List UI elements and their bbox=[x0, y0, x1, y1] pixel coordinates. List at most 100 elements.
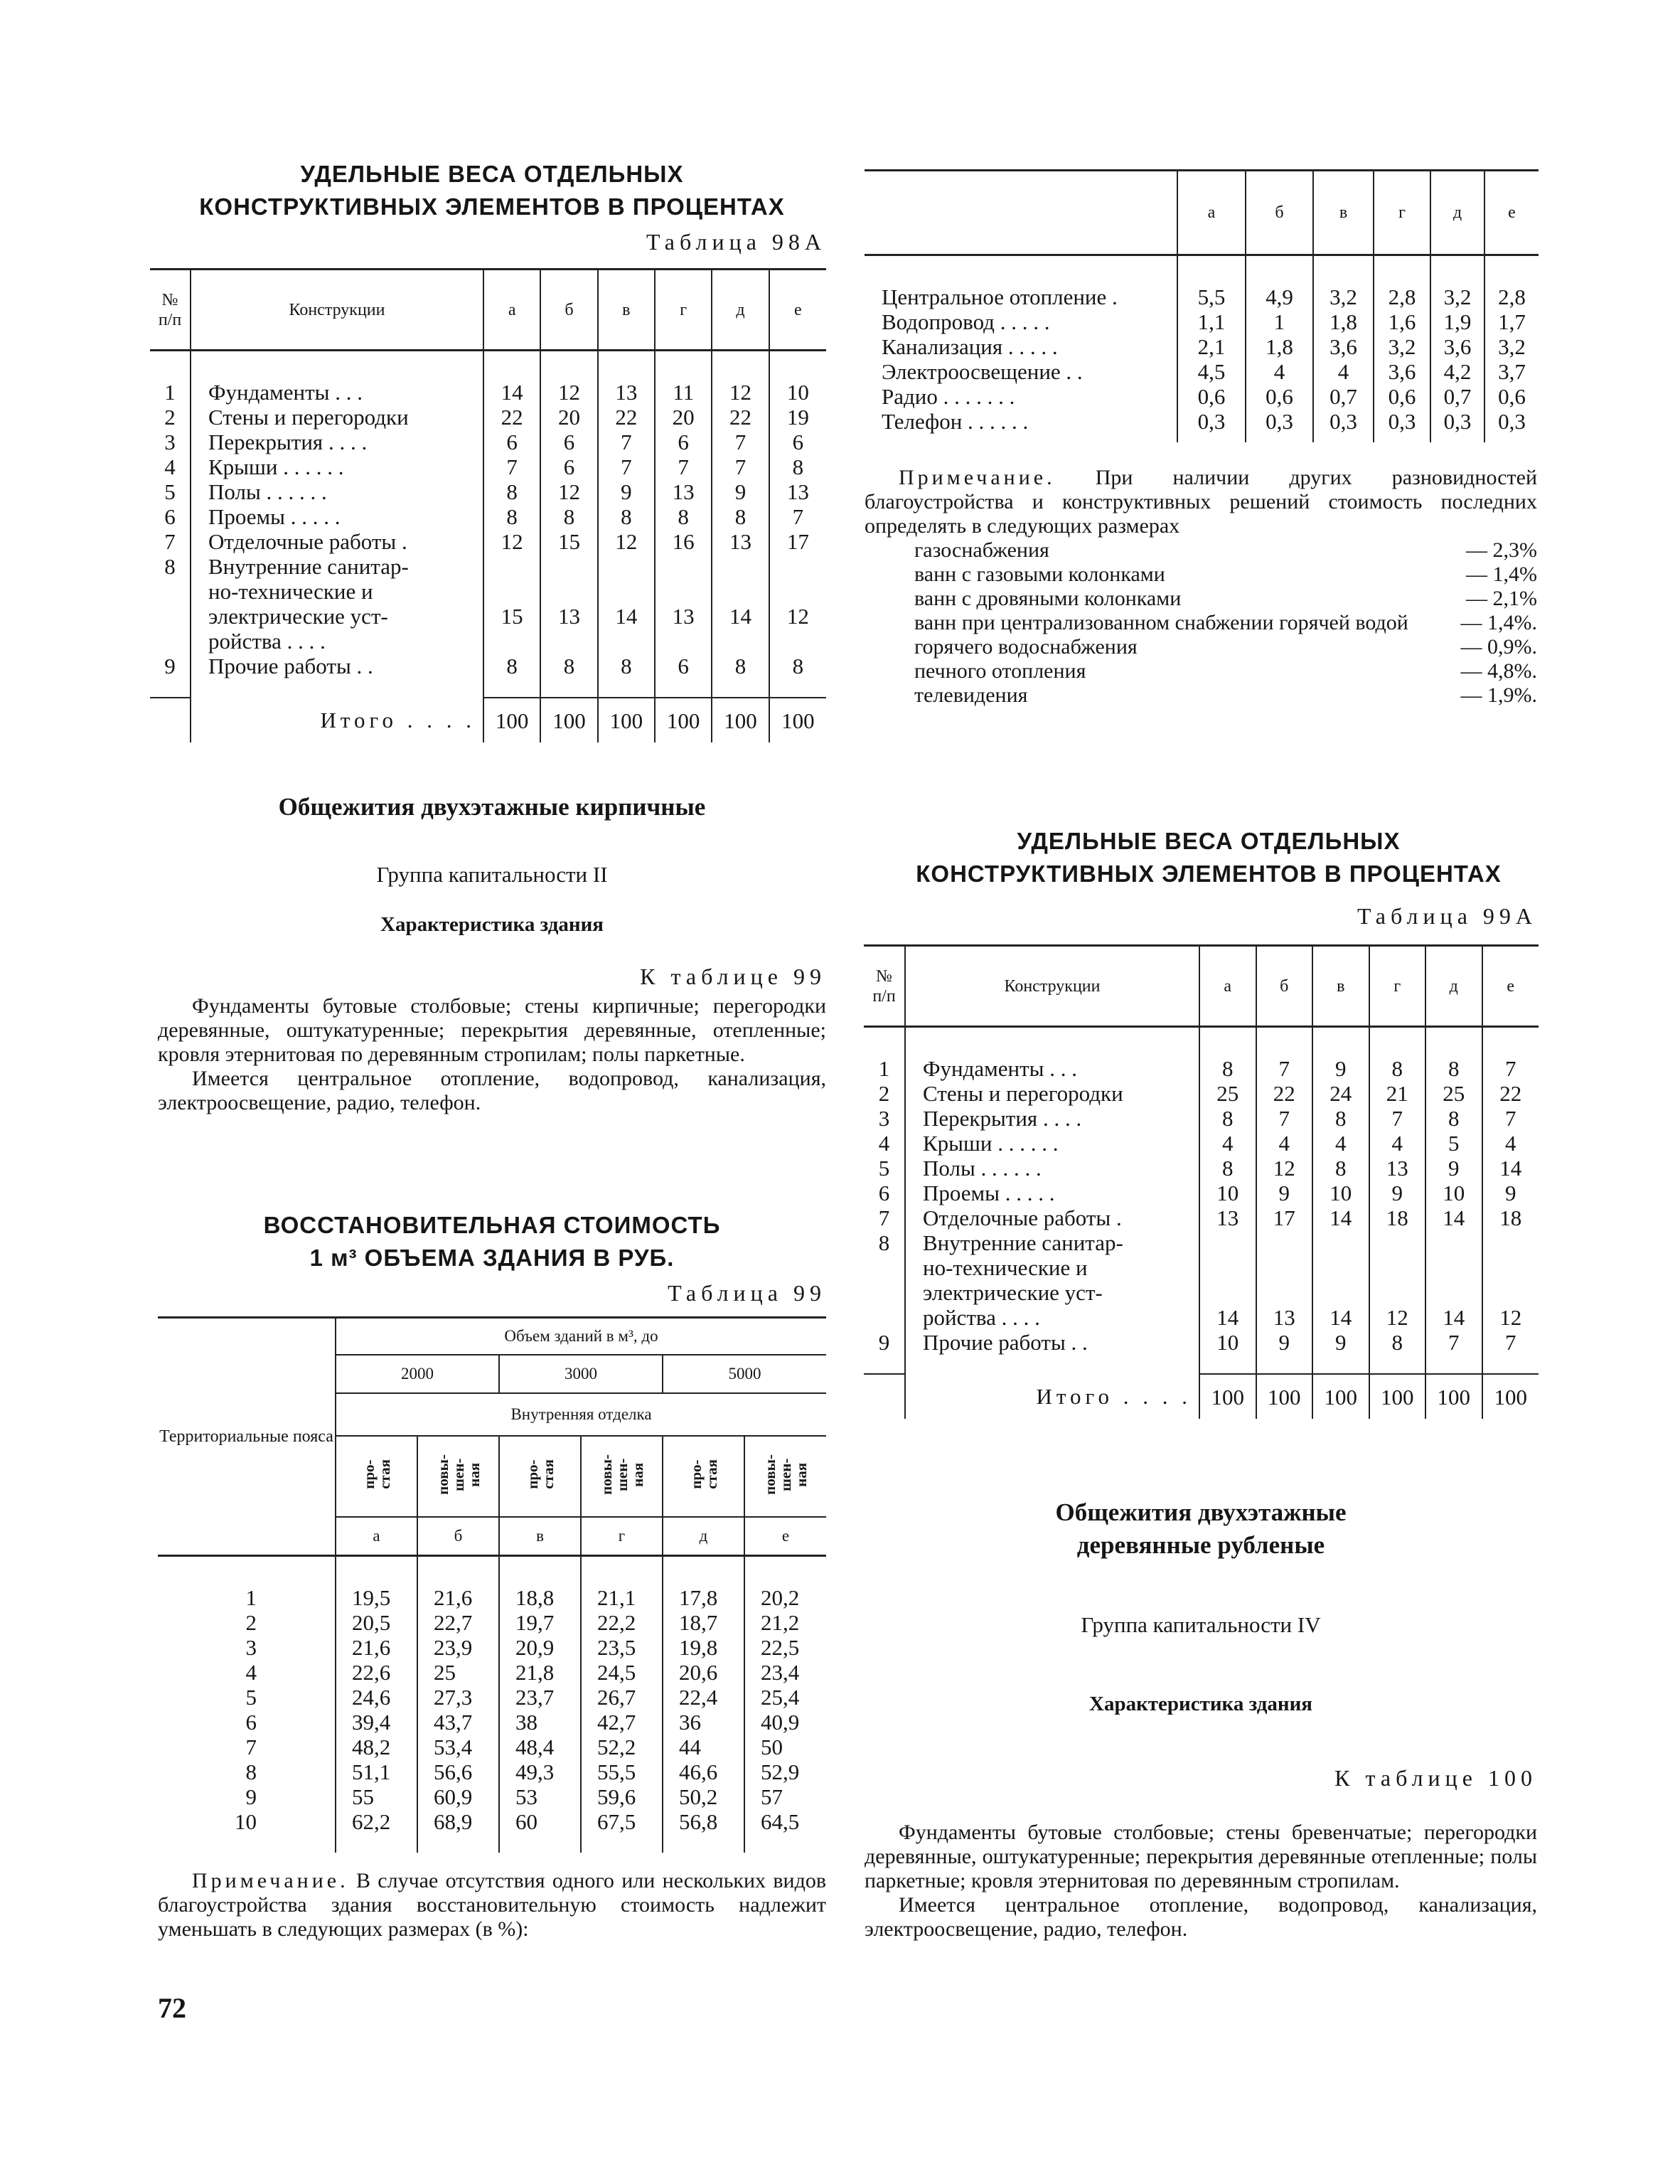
row-name: Полы . . . . . . bbox=[904, 1156, 1199, 1181]
row-value: 8 bbox=[540, 654, 598, 678]
row-value: 9 bbox=[1255, 1330, 1312, 1355]
row-number: 1 bbox=[164, 380, 176, 405]
row-value: 23,5 bbox=[580, 1635, 663, 1660]
row-value: 4 bbox=[1245, 359, 1313, 384]
table-99a-title: УДЕЛЬНЫЕ ВЕСА ОТДЕЛЬНЫХ КОНСТРУКТИВНЫХ Э… bbox=[853, 825, 1564, 890]
row-number: 8 bbox=[878, 1230, 890, 1255]
header-name bbox=[865, 171, 1177, 255]
row-number: 5 bbox=[878, 1156, 890, 1181]
row-value: 62,2 bbox=[335, 1809, 417, 1834]
header-col: в bbox=[1312, 945, 1369, 1027]
row-value: 12 bbox=[540, 380, 598, 405]
cell bbox=[580, 1834, 663, 1853]
row-value: 5 bbox=[1425, 1131, 1482, 1156]
row-number: 1 bbox=[878, 1056, 890, 1081]
zone-number: 4 bbox=[245, 1660, 257, 1685]
note-item-label: печного отопления bbox=[914, 659, 1086, 683]
title-line: КОНСТРУКТИВНЫХ ЭЛЕМЕНТОВ В ПРОЦЕНТАХ bbox=[199, 193, 785, 220]
row-name: Прочие работы . . bbox=[190, 654, 483, 678]
table-98a: № п/п Конструкции а б в г д е 1 Фундамент… bbox=[150, 268, 826, 742]
row-value: 23,7 bbox=[498, 1685, 581, 1710]
table-row: Телефон . . . . . . 0,3 0,3 0,3 0,3 0,3 0,3 bbox=[865, 409, 1539, 434]
row-value: 8 bbox=[768, 454, 826, 479]
row-name: Фундаменты . . . bbox=[904, 1056, 1199, 1081]
table-row: 10 62,2 68,9 60 67,5 56,8 64,5 bbox=[158, 1809, 826, 1834]
row-value: 2,8 bbox=[1484, 284, 1539, 309]
row-value: 67,5 bbox=[580, 1809, 663, 1834]
cell bbox=[711, 350, 769, 380]
row-number: 4 bbox=[164, 454, 176, 479]
row-number: 7 bbox=[164, 529, 176, 554]
row-value: 68,9 bbox=[417, 1809, 499, 1834]
row-name: Полы . . . . . . bbox=[190, 479, 483, 504]
spacer-row bbox=[865, 434, 1539, 442]
note-item-label: газоснабжения bbox=[914, 538, 1049, 562]
row-value: 8 bbox=[1199, 1106, 1256, 1131]
table-row: 8 51,1 56,6 49,3 55,5 46,6 52,9 bbox=[158, 1759, 826, 1784]
cell bbox=[158, 1834, 336, 1853]
row-value: 12 bbox=[482, 529, 541, 554]
row-name: Фундаменты . . . bbox=[190, 380, 483, 405]
total-value: 100 bbox=[596, 697, 655, 742]
section-wood-title: Общежития двухэтажные деревянные рублены… bbox=[865, 1496, 1537, 1562]
row-value: 8 bbox=[482, 654, 541, 678]
row-value: 44 bbox=[662, 1735, 744, 1759]
row-value: 24 bbox=[1312, 1081, 1369, 1106]
row-number: 5 bbox=[164, 479, 176, 504]
row-name: Прочие работы . . bbox=[904, 1330, 1199, 1355]
row-value: 8 bbox=[596, 654, 655, 678]
row-value: 14 bbox=[1312, 1230, 1369, 1330]
table-98a-title: УДЕЛЬНЫЕ ВЕСА ОТДЕЛЬНЫХ КОНСТРУКТИВНЫХ Э… bbox=[137, 158, 847, 223]
row-value: 7 bbox=[653, 454, 712, 479]
row-name: Радио . . . . . . . bbox=[882, 384, 1015, 409]
row-value: 3,6 bbox=[1373, 359, 1430, 384]
section-brick-ref: К таблице 99 bbox=[640, 964, 826, 989]
row-value: 8 bbox=[653, 504, 712, 529]
header-finish-type: про- стая bbox=[335, 1436, 417, 1518]
header-finish-type: про- стая bbox=[498, 1436, 581, 1518]
row-value: 0,7 bbox=[1430, 384, 1484, 409]
cell bbox=[662, 1555, 744, 1585]
row-value: 9 bbox=[1425, 1156, 1482, 1181]
total-row: Итого . . . . 100 100 100 100 100 100 bbox=[150, 697, 826, 742]
table-row: 6 39,4 43,7 38 42,7 36 40,9 bbox=[158, 1710, 826, 1735]
row-value: 20,2 bbox=[744, 1585, 826, 1610]
row-value: 16 bbox=[653, 529, 712, 554]
row-value: 21,6 bbox=[335, 1635, 417, 1660]
total-row: Итого . . . . 100 100 100 100 100 100 bbox=[864, 1373, 1539, 1419]
row-value: 39,4 bbox=[335, 1710, 417, 1735]
row-value: 55 bbox=[335, 1784, 417, 1809]
note-item-label: горячего водоснабжения bbox=[914, 635, 1138, 659]
cell bbox=[1430, 255, 1484, 284]
table-row: Радио . . . . . . . 0,6 0,6 0,7 0,6 0,7 0,6 bbox=[865, 384, 1539, 409]
row-value: 25 bbox=[1425, 1081, 1482, 1106]
row-value: 15 bbox=[540, 529, 598, 554]
total-value: 100 bbox=[1199, 1373, 1256, 1419]
row-value: 1 bbox=[1245, 309, 1313, 334]
cell bbox=[1312, 1355, 1369, 1374]
zone-number: 8 bbox=[245, 1759, 257, 1784]
row-value: 12 bbox=[711, 380, 769, 405]
note-item-value: — 0,9%. bbox=[1460, 635, 1538, 659]
row-value: 15 bbox=[482, 554, 541, 654]
row-value: 25,4 bbox=[744, 1685, 826, 1710]
row-value: 22 bbox=[1481, 1081, 1539, 1106]
row-value: 12 bbox=[1368, 1230, 1425, 1330]
header-col: а bbox=[335, 1517, 417, 1557]
table-row: 7 Отделочные работы . 12 15 12 16 13 17 bbox=[150, 529, 826, 554]
row-value: 40,9 bbox=[744, 1710, 826, 1735]
cell bbox=[150, 697, 191, 742]
row-value: 4,5 bbox=[1177, 359, 1246, 384]
title-line: УДЕЛЬНЫЕ ВЕСА ОТДЕЛЬНЫХ bbox=[1017, 828, 1401, 854]
row-value: 2,8 bbox=[1373, 284, 1430, 309]
row-value: 9 bbox=[1312, 1330, 1369, 1355]
row-number: 6 bbox=[878, 1181, 890, 1205]
table-row: 5 Полы . . . . . . 8 12 9 13 9 13 bbox=[150, 479, 826, 504]
row-value: 18 bbox=[1368, 1205, 1425, 1230]
table-row: 6 Проемы . . . . . 10 9 10 9 10 9 bbox=[864, 1181, 1539, 1205]
cell bbox=[768, 678, 826, 698]
note-lead: Примечание. bbox=[899, 466, 1056, 489]
title-line: 1 м³ ОБЪЕМА ЗДАНИЯ В РУБ. bbox=[309, 1245, 675, 1271]
